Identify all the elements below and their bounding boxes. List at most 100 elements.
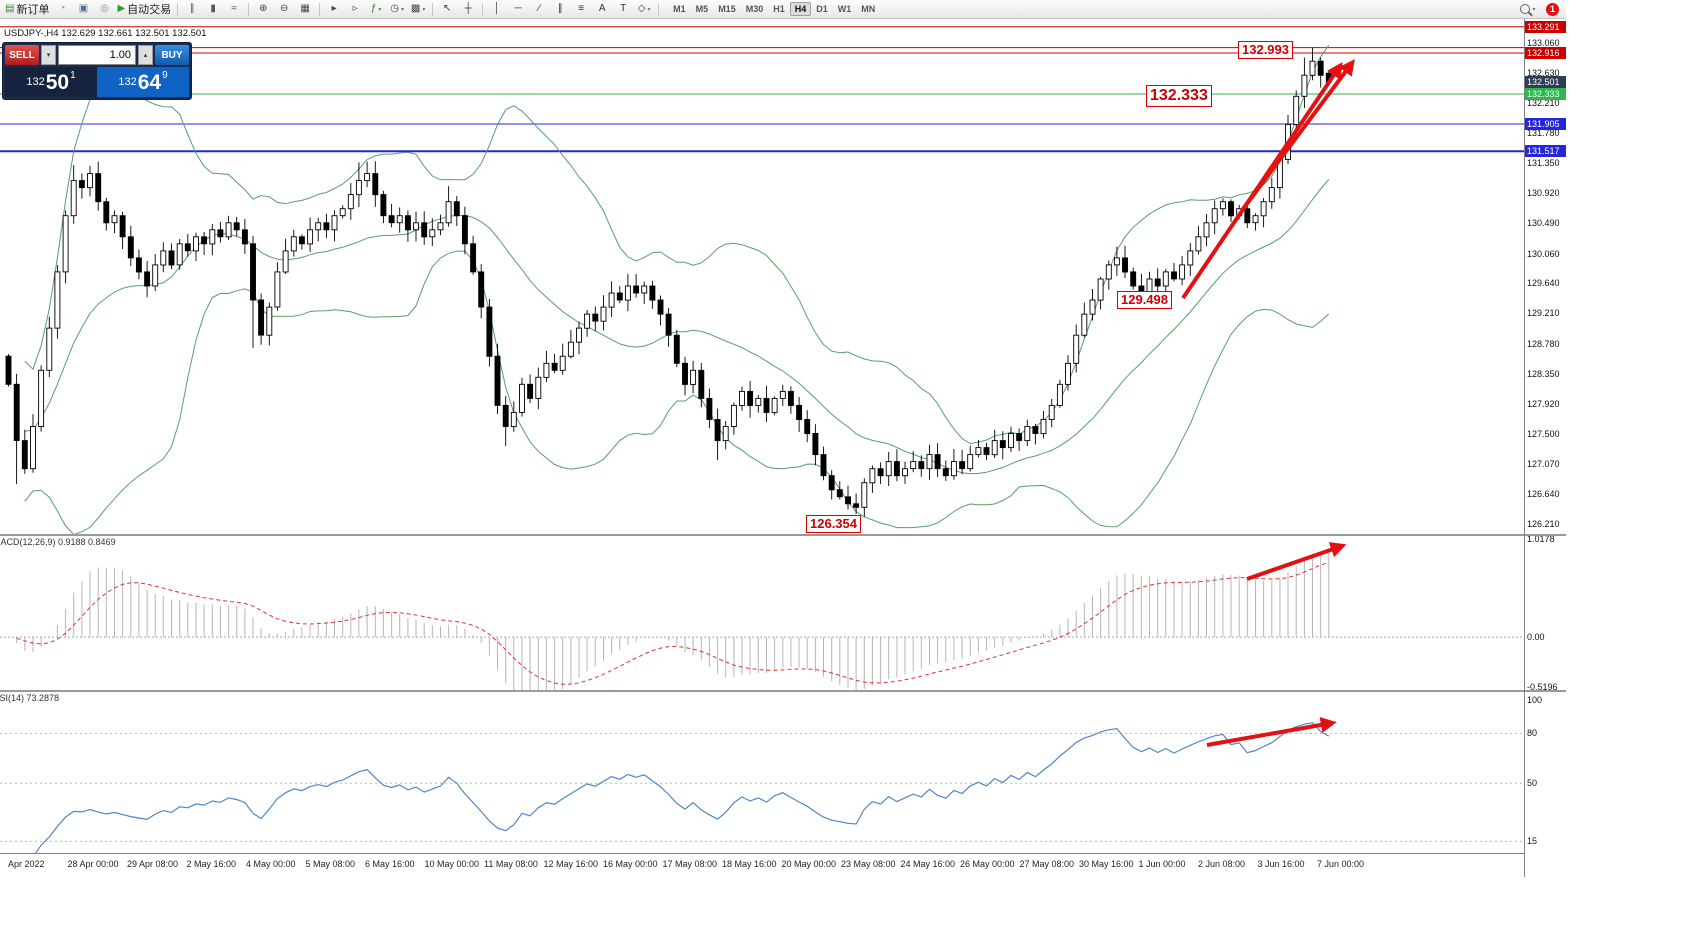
horizontal-line-icon: ─ [514,3,522,14]
current-price-tag: 132.501 [1525,76,1566,89]
chart-column: USDJPY-,H4 132.629 132.661 132.501 132.5… [0,19,1524,877]
crosshair-icon[interactable]: ┼ [458,1,478,17]
indicators-icon: ƒ [370,3,377,14]
indicators-icon[interactable]: ƒ ▾ [366,1,386,17]
panel-separator[interactable] [0,534,1524,536]
fibonacci-icon[interactable]: ≡ [571,1,591,17]
macd-panel[interactable]: MACD(12,26,9) 0.9188 0.8469 [0,536,1524,690]
crosshair-icon: ┼ [464,3,472,14]
toolbar-separator [432,2,434,16]
time-axis-label: 26 May 00:00 [960,859,1015,869]
time-axis-label: 7 Jun 00:00 [1317,859,1365,869]
chevron-down-icon: ▾ [647,6,651,13]
candlestick-chart-icon[interactable]: ▮ [203,1,223,17]
macd-scale-tick: -0.5196 [1527,682,1558,693]
text-icon: A [598,3,606,14]
timeframe-m5[interactable]: M5 [695,4,709,14]
scale-separator [1525,690,1566,692]
zoom-out-icon[interactable]: ⊖ [274,1,294,17]
chart-window: USDJPY-,H4 132.629 132.661 132.501 132.5… [0,19,1566,877]
volume-decrease-button[interactable]: ▾ [41,45,56,65]
auto-scroll-icon: ▸ [331,3,337,14]
time-axis-label: 23 May 08:00 [841,859,896,869]
price-tick: 131.350 [1527,158,1560,169]
candlestick-chart[interactable] [0,19,1524,534]
chevron-down-icon: ▾ [401,6,405,13]
volume-increase-button[interactable]: ▴ [138,45,153,65]
price-tick: 129.640 [1527,278,1560,289]
sell-price-sup: 1 [70,70,76,81]
search-icon [1520,4,1531,14]
zoom-in-icon: ⊕ [258,3,268,14]
text-icon[interactable]: A [592,1,612,17]
price-tick: 128.780 [1527,338,1560,349]
time-axis-label: 4 May 00:00 [246,859,296,869]
timeframe-m15[interactable]: M15 [718,4,736,14]
alert-icon: ◎ [100,3,109,14]
periods-icon[interactable]: ◷ ▾ [387,1,407,17]
timeframe-mn[interactable]: MN [861,4,876,14]
price-callout[interactable]: 126.354 [806,515,861,534]
line-chart-icon[interactable]: ≈ [224,1,244,17]
time-axis-label: 30 May 16:00 [1079,859,1134,869]
time-axis[interactable]: Apr 2022 28 Apr 00:00 29 Apr 08:00 2 May 16… [0,853,1524,877]
panel-separator[interactable] [0,690,1524,692]
autotrading-button[interactable]: ▶ 自动交易 [115,1,173,17]
trendline-icon[interactable]: ∕ [529,1,549,17]
bar-chart-icon[interactable]: ∥ [182,1,202,17]
timeframe-m30[interactable]: M30 [745,4,764,14]
auto-scroll-icon[interactable]: ▸ [324,1,344,17]
horizontal-line-icon[interactable]: ─ [508,1,528,17]
price-tick: 133.060 [1527,37,1560,48]
arrows-icon[interactable]: ◇ ▾ [634,1,654,17]
rsi-panel[interactable]: RSI(14) 73.2878 [0,692,1524,853]
search-button[interactable]: ▾ [1518,1,1538,17]
buy-price-sup: 9 [162,70,168,81]
bar-chart-icon: ∥ [189,3,195,14]
print-icon[interactable]: ▣ [73,1,93,17]
timeframe-h1[interactable]: H1 [773,4,785,14]
vertical-line-icon[interactable]: │ [487,1,507,17]
price-level-tag: 132.333 [1525,87,1566,100]
notification-badge[interactable]: 1 [1546,2,1559,16]
time-axis-label: 2 May 16:00 [186,859,237,869]
buy-button[interactable]: BUY [155,45,189,65]
chart-profile-icon[interactable]: ◔ [52,1,72,17]
timeframe-m1[interactable]: M1 [673,4,686,14]
price-callout[interactable]: 129.498 [1117,291,1172,310]
new-order-button[interactable]: ▤ 新订单 [3,1,51,17]
sell-button[interactable]: SELL [5,45,39,65]
price-level-tag: 131.517 [1525,145,1566,158]
templates-icon: ▩ [410,3,421,14]
buy-price[interactable]: 132 64 9 [97,67,189,97]
price-callout[interactable]: 132.333 [1146,85,1212,107]
sell-price[interactable]: 132 50 1 [5,67,97,97]
volume-input[interactable]: 1.00 [58,45,136,65]
mt4-terminal: ▤ 新订单 ◔ ▣ ◎ ▶ 自动交易 ∥ ▮ ≈ ⊕ ⊖ ▦ ▸ ▹ ƒ ▾ ◷ ▾ ▩ ▾ ↖ ┼ │ ─ ∕ ∥ ≡ A T ◇ ▾ M1… [0,0,1566,877]
channel-icon[interactable]: ∥ [550,1,570,17]
rsi-scale-tick: 80 [1527,728,1538,739]
time-axis-label: 20 May 00:00 [781,859,837,869]
label-icon[interactable]: T [613,1,633,17]
buy-price-big: 64 [137,70,162,94]
candlestick-chart-icon: ▮ [210,3,216,14]
tile-windows-icon[interactable]: ▦ [295,1,315,17]
main-chart[interactable]: USDJPY-,H4 132.629 132.661 132.501 132.5… [0,19,1524,534]
time-axis-label: 12 May 16:00 [543,859,599,869]
cursor-icon: ↖ [442,3,452,14]
timeframe-w1[interactable]: W1 [837,4,852,14]
price-callout[interactable]: 132.993 [1238,41,1293,60]
chart-shift-icon[interactable]: ▹ [345,1,365,17]
price-scale[interactable]: 133.060 132.630 132.210 131.780 131.350 130.9… [1524,19,1566,877]
zoom-in-icon[interactable]: ⊕ [253,1,273,17]
cursor-icon[interactable]: ↖ [437,1,457,17]
alert-icon[interactable]: ◎ [94,1,114,17]
toolbar-buttons: ▤ 新订单 ◔ ▣ ◎ ▶ 自动交易 ∥ ▮ ≈ ⊕ ⊖ ▦ ▸ ▹ ƒ ▾ ◷ ▾ ▩ ▾ ↖ ┼ │ ─ ∕ ∥ ≡ A T ◇ ▾ [3,1,662,17]
chevron-down-icon: ▾ [422,6,426,13]
templates-icon[interactable]: ▩ ▾ [408,1,428,17]
sell-price-big: 50 [45,70,70,94]
timeframe-h4[interactable]: H4 [789,2,812,16]
timeframe-d1[interactable]: D1 [816,4,828,14]
chevron-down-icon: ▾ [378,6,382,13]
chevron-down-icon: ▾ [1532,6,1536,13]
